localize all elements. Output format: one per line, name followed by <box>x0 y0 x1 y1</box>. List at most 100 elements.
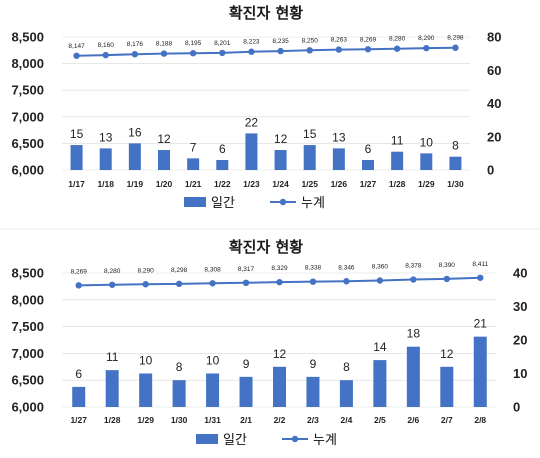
x-tick-label: 1/22 <box>214 179 231 189</box>
x-tick-label: 1/20 <box>156 179 173 189</box>
line-data-label: 8,411 <box>472 261 488 268</box>
line-point <box>306 47 313 54</box>
line-point <box>477 274 484 281</box>
x-tick-label: 1/23 <box>243 179 260 189</box>
bar <box>391 151 404 170</box>
y-right-tick-label: 0 <box>487 163 494 178</box>
x-tick-label: 1/31 <box>204 415 221 425</box>
line-point <box>276 278 283 286</box>
line-point <box>452 44 459 51</box>
x-tick-label: 1/17 <box>68 179 85 189</box>
line-data-label: 8,223 <box>243 39 260 46</box>
x-tick-label: 1/26 <box>331 179 348 189</box>
bar <box>306 376 320 407</box>
line-data-label: 8,188 <box>156 41 173 48</box>
x-tick-label: 2/2 <box>274 415 286 425</box>
line-data-label: 8,360 <box>372 264 389 271</box>
legend: 일간 누계 <box>184 196 325 211</box>
line-point <box>219 49 226 57</box>
y-left-tick-label: 6,000 <box>11 400 44 415</box>
line-point <box>160 50 168 57</box>
line-point <box>175 280 183 288</box>
line-data-label: 8,280 <box>104 268 121 275</box>
y-left-tick-label: 6,500 <box>11 136 44 151</box>
legend-line-marker <box>291 435 299 443</box>
y-left-tick-label: 6,000 <box>11 163 44 178</box>
legend-label-daily: 일간 <box>223 433 247 448</box>
line-data-label: 8,298 <box>171 267 188 274</box>
line-point <box>364 46 372 53</box>
bar-data-label: 21 <box>474 317 488 331</box>
line-point <box>209 280 216 287</box>
y-right-tick-label: 0 <box>513 400 520 415</box>
chart-2: 확진자 현황 6,000 6,500 7,000 7,500 8,000 8,500 0 10 2… <box>11 238 527 448</box>
chart-title: 확진자 현황 <box>229 4 303 22</box>
legend: 일간 누계 <box>196 433 337 448</box>
bar <box>473 336 487 407</box>
x-tick-label: 1/28 <box>104 415 121 425</box>
x-tick-label: 1/19 <box>127 179 144 189</box>
line-data-label: 8,390 <box>439 262 456 269</box>
bar <box>420 153 433 170</box>
series-line-cumulative <box>76 46 456 57</box>
line-point <box>393 45 401 52</box>
line-data-label: 8,298 <box>447 35 464 42</box>
y-right-tick-label: 80 <box>487 30 501 45</box>
bar-data-label: 13 <box>99 130 113 144</box>
bar <box>332 148 345 170</box>
x-tick-label: 2/5 <box>374 415 386 425</box>
y-left-tick-label: 8,000 <box>11 56 44 71</box>
line-data-label: 8,263 <box>331 37 348 44</box>
bar-data-label: 6 <box>219 142 226 156</box>
bar-data-label: 11 <box>391 134 404 148</box>
y-left-tick-label: 8,000 <box>11 292 44 307</box>
bar-data-label: 10 <box>139 354 153 368</box>
y-right-tick-label: 40 <box>513 266 527 281</box>
bar <box>139 373 153 407</box>
y-left-tick-label: 7,500 <box>11 319 44 334</box>
line-data-label: 8,308 <box>204 266 221 273</box>
chart-1: 확진자 현황 6,000 6,500 7,000 7,500 8,000 8,500 0 20 4… <box>11 4 501 211</box>
bar <box>362 160 374 170</box>
bar <box>158 150 170 170</box>
bar <box>206 373 220 407</box>
line-data-label: 8,147 <box>68 43 85 50</box>
bar <box>274 150 287 170</box>
y-left-tick-label: 8,500 <box>11 30 44 45</box>
bar-data-label: 9 <box>243 357 250 371</box>
x-tick-label: 1/24 <box>272 179 289 189</box>
x-tick-label: 2/4 <box>341 415 353 425</box>
y-left-tick-label: 7,000 <box>11 346 44 361</box>
legend-label-cumulative: 누계 <box>301 196 325 211</box>
x-tick-label: 1/29 <box>137 415 154 425</box>
bar-data-label: 15 <box>303 127 317 141</box>
line-point <box>73 52 80 59</box>
line-data-label: 8,201 <box>214 40 231 47</box>
bar-data-label: 22 <box>245 115 259 129</box>
x-tick-label: 2/8 <box>474 415 486 425</box>
y-left-tick-label: 7,500 <box>11 83 44 98</box>
bar <box>187 158 200 170</box>
bar-data-label: 12 <box>274 132 288 146</box>
legend-label-daily: 일간 <box>211 196 235 211</box>
y-right-tick-label: 30 <box>513 299 527 314</box>
legend-bar-swatch <box>196 434 218 444</box>
bar-data-label: 7 <box>190 140 197 154</box>
bar-data-label: 8 <box>176 360 183 374</box>
bar <box>273 366 286 407</box>
line-point <box>108 281 116 288</box>
bar-data-label: 8 <box>452 139 459 153</box>
line-point <box>309 278 317 285</box>
line-point <box>102 51 109 59</box>
line-point <box>410 276 417 283</box>
line-data-label: 8,346 <box>338 264 355 271</box>
line-data-label: 8,269 <box>71 268 88 275</box>
line-point <box>443 275 451 283</box>
bar-data-label: 14 <box>373 340 387 354</box>
line-point <box>277 47 284 55</box>
line-point <box>75 282 82 289</box>
line-data-label: 8,338 <box>305 265 322 272</box>
x-tick-label: 2/7 <box>441 415 453 425</box>
bar-data-label: 15 <box>70 127 84 141</box>
